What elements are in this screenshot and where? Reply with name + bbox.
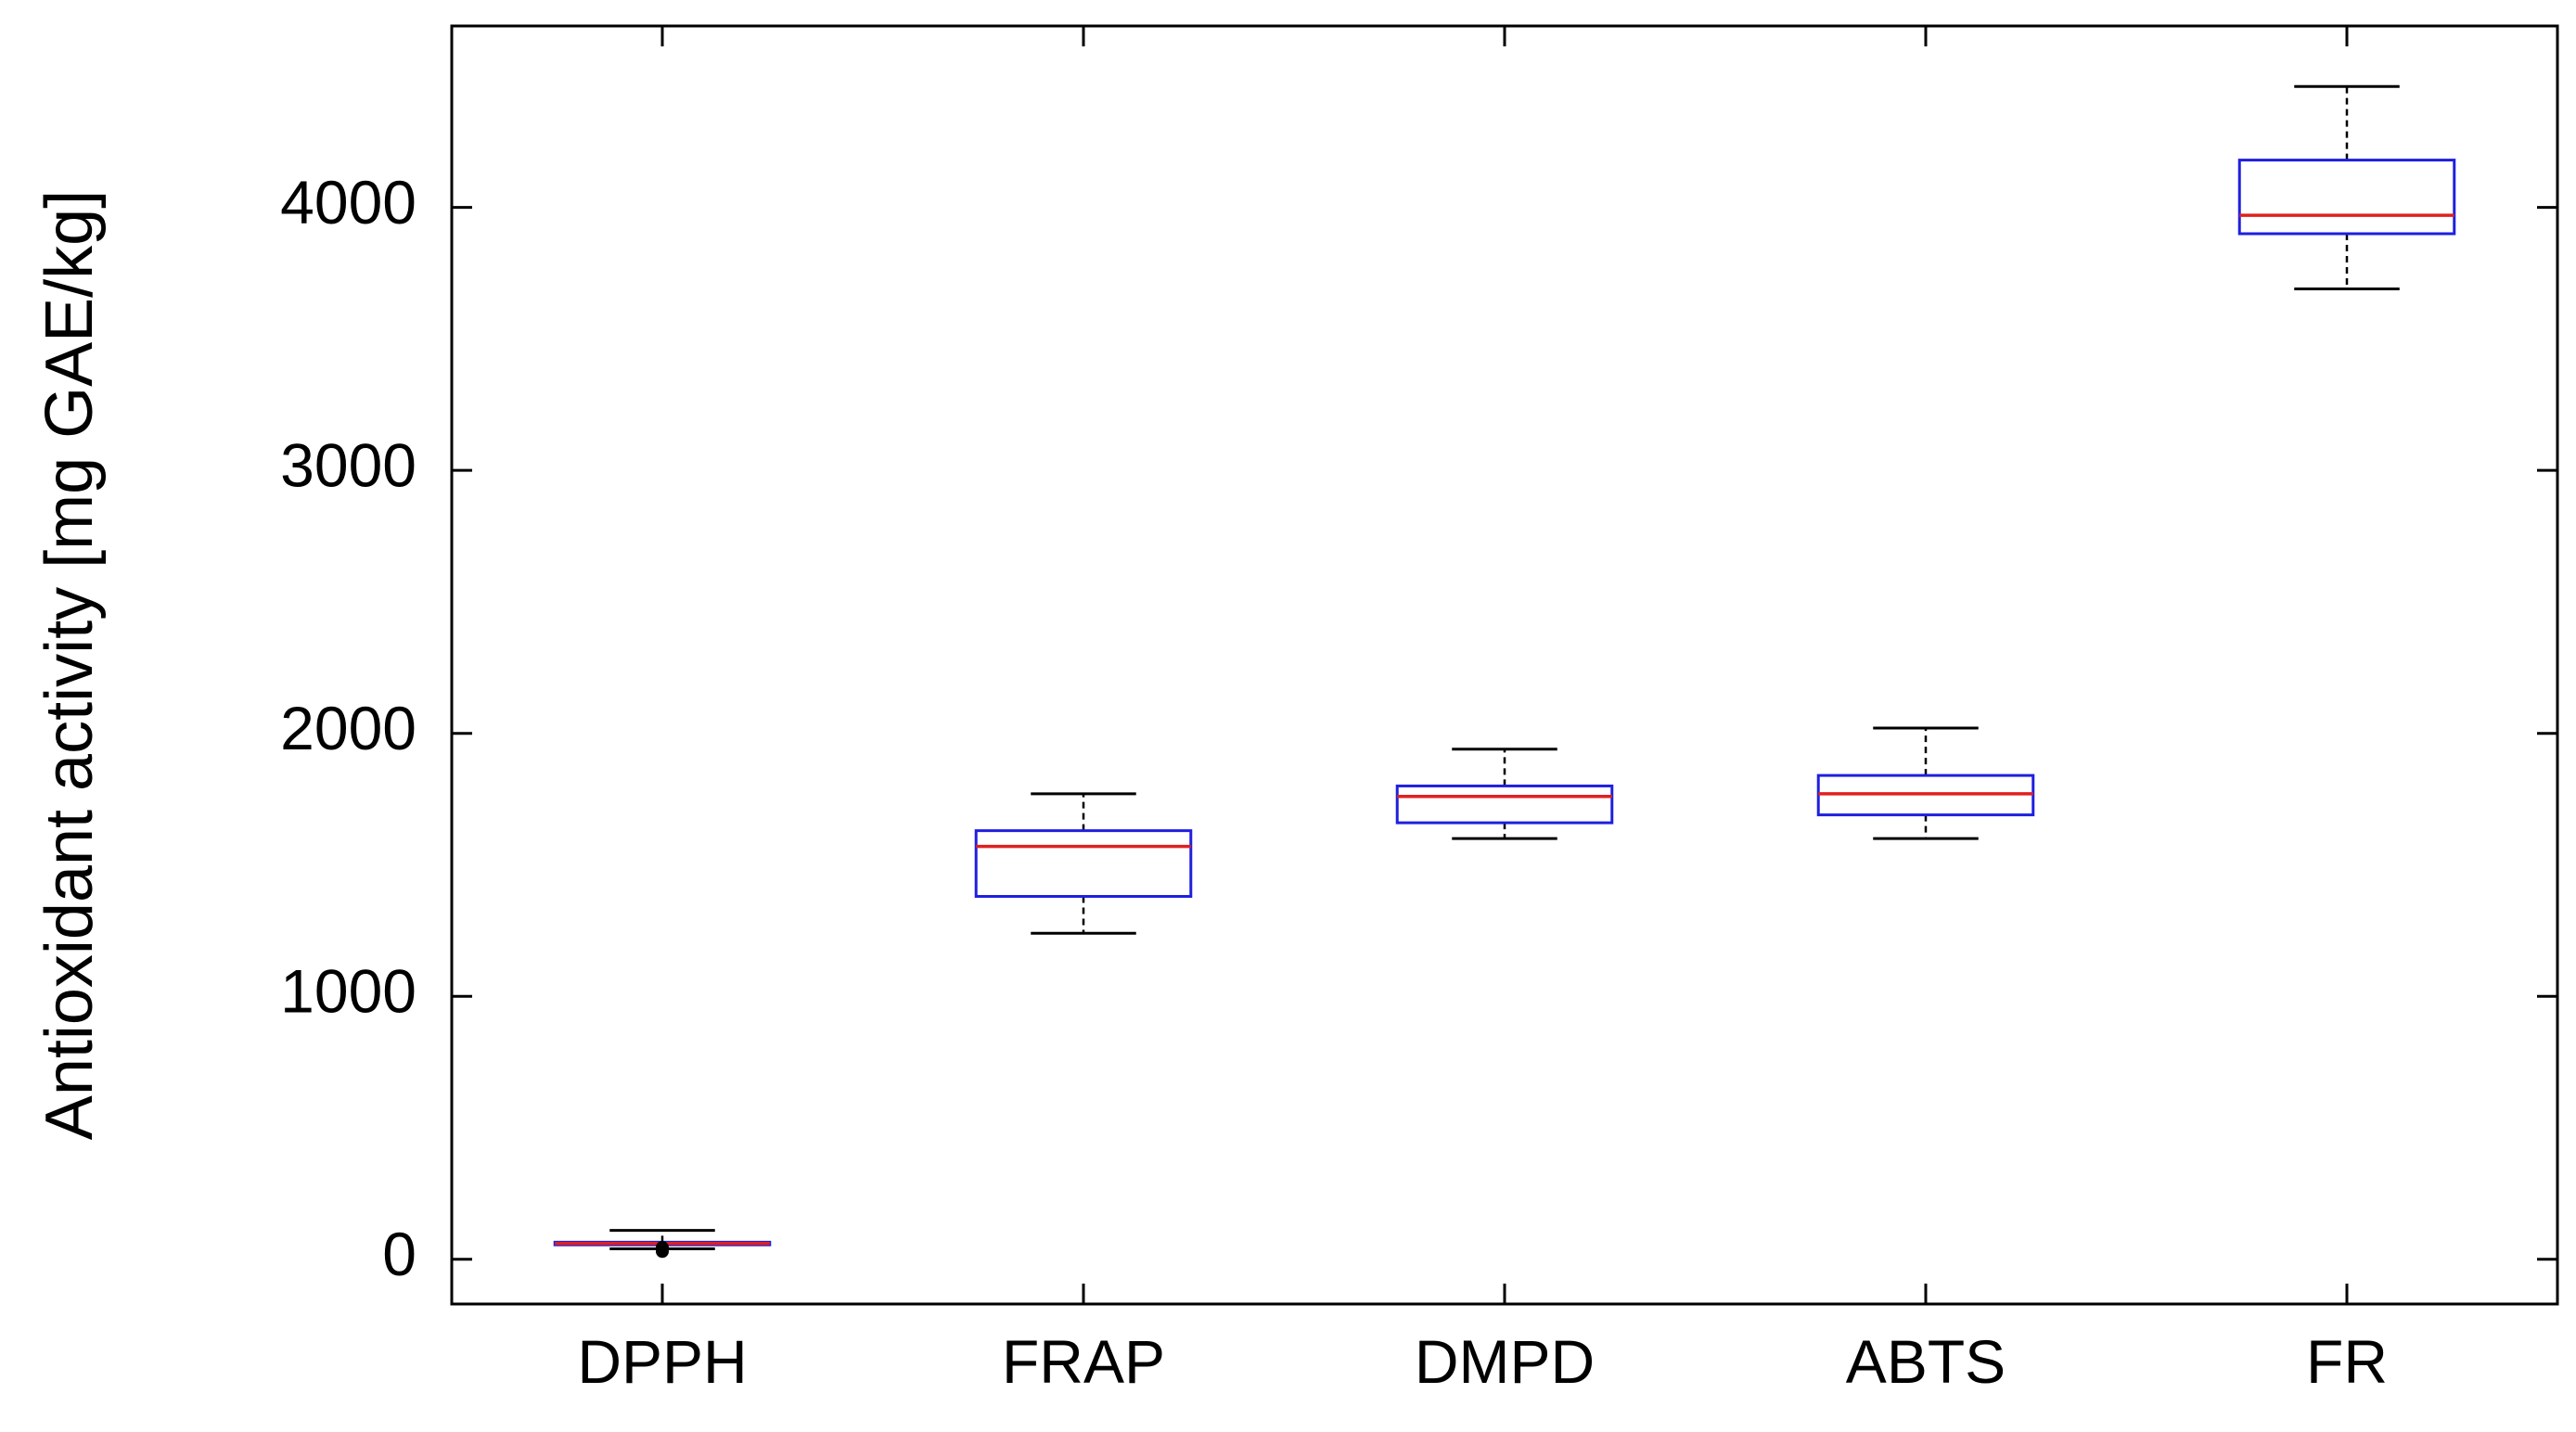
plot-frame (450, 24, 2559, 1306)
y-axis-ticks: 0 1000 2000 3000 4000 (280, 168, 2557, 1288)
box-fr (2237, 84, 2456, 291)
x-tick-label: FRAP (1002, 1327, 1165, 1396)
box-dmpd (1395, 748, 1614, 840)
box-series (553, 84, 2456, 1259)
box-abts (1816, 726, 2035, 840)
x-tick-label: FR (2306, 1327, 2388, 1396)
x-tick-label: DMPD (1415, 1327, 1595, 1396)
iqr-box (1395, 784, 1614, 825)
outlier-point (656, 1241, 669, 1255)
y-axis-label: Antioxidant activity [mg GAE/kg] (32, 190, 107, 1140)
y-tick-label: 4000 (280, 168, 417, 237)
y-tick-label: 1000 (280, 957, 417, 1026)
y-tick-label: 3000 (280, 431, 417, 500)
y-tick-label: 0 (382, 1220, 417, 1288)
x-axis-ticks: DPPH FRAP DMPD ABTS FR (577, 26, 2388, 1396)
x-tick-label: ABTS (1846, 1327, 2006, 1396)
box-frap (974, 792, 1193, 935)
y-tick-label: 2000 (280, 694, 417, 762)
x-tick-label: DPPH (577, 1327, 747, 1396)
box-dpph (553, 1229, 772, 1259)
iqr-box (974, 829, 1193, 899)
iqr-box (2237, 159, 2456, 236)
